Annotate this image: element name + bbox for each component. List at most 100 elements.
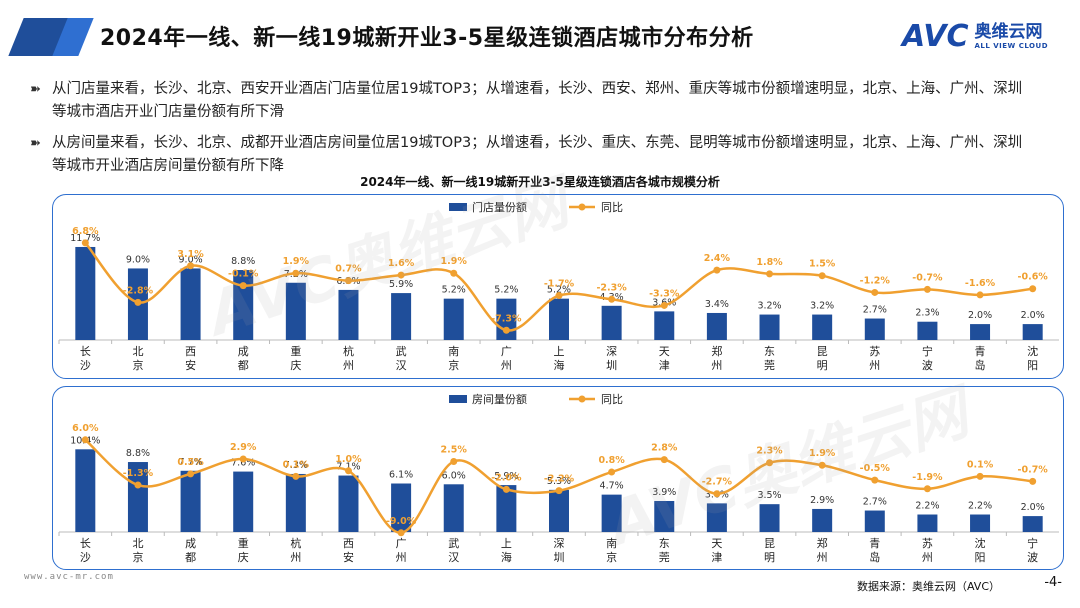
yoy-point xyxy=(660,456,668,464)
category-label: 京 xyxy=(448,358,459,372)
bar-value-label: 7.3% xyxy=(284,460,308,471)
bullet-item: ➽ 从房间量来看，长沙、北京、成都开业酒店房间量位居19城TOP3；从增速看，长… xyxy=(30,132,1030,178)
yoy-point xyxy=(134,481,142,489)
yoy-point xyxy=(187,470,195,478)
yoy-value-label: 0.7% xyxy=(335,264,362,275)
category-label: 武 xyxy=(448,537,459,550)
bar-value-label: 8.8% xyxy=(231,256,255,267)
bar xyxy=(180,268,201,340)
category-label: 安 xyxy=(343,550,354,564)
page-number: -4- xyxy=(1044,575,1062,590)
bar-value-label: 5.9% xyxy=(389,279,413,290)
category-label: 广 xyxy=(501,345,512,358)
data-source: 数据来源：奥维云网（AVC） xyxy=(856,580,1000,593)
yoy-point xyxy=(660,301,668,309)
yoy-point xyxy=(555,487,563,495)
category-label: 沈 xyxy=(1027,344,1038,358)
legend-bar-swatch xyxy=(449,203,467,211)
bar-value-label: 7.7% xyxy=(179,457,203,468)
category-label: 海 xyxy=(501,550,512,564)
bar xyxy=(917,514,938,532)
yoy-value-label: 1.5% xyxy=(809,259,836,270)
yoy-value-label: 0.5% xyxy=(177,457,204,468)
bar xyxy=(1022,516,1043,532)
yoy-point xyxy=(608,295,616,303)
bar-value-label: 2.0% xyxy=(1021,310,1045,321)
category-label: 州 xyxy=(501,359,512,372)
yoy-point xyxy=(344,277,352,285)
category-label: 莞 xyxy=(764,359,775,372)
yoy-point xyxy=(292,472,300,480)
bar xyxy=(549,298,569,340)
arrow-bullet-icon: ➽ xyxy=(30,136,41,151)
yoy-value-label: -0.5% xyxy=(860,463,891,474)
bar xyxy=(127,462,148,532)
bar xyxy=(654,500,675,532)
store-share-chart-panel: 门店量份额同比11.7%长沙9.0%北京9.0%西安8.8%成都7.2%重庆6.… xyxy=(52,194,1064,379)
bar xyxy=(601,494,622,532)
legend-line-label: 同比 xyxy=(601,393,623,406)
yoy-point xyxy=(818,272,826,280)
yoy-value-label: 3.1% xyxy=(177,249,204,260)
yoy-value-label: 1.9% xyxy=(283,256,310,267)
bar xyxy=(970,514,991,532)
yoy-value-label: 1.0% xyxy=(335,454,362,465)
yoy-value-label: -0.7% xyxy=(1018,464,1049,475)
avc-logo: AVC 奥维云网 ALL VIEW CLOUD xyxy=(902,22,1048,52)
yoy-point xyxy=(187,262,195,270)
category-label: 北 xyxy=(132,345,143,358)
yoy-point xyxy=(344,467,352,475)
bar xyxy=(391,293,412,340)
category-label: 明 xyxy=(764,551,775,564)
yoy-value-label: -7.3% xyxy=(491,313,522,324)
bar-value-label: 2.7% xyxy=(863,305,887,316)
yoy-value-label: -1.3% xyxy=(123,468,154,479)
yoy-value-label: -1.6% xyxy=(965,278,996,289)
bullet-text: 从门店量来看，长沙、北京、西安开业酒店门店量位居19城TOP3；从增速看，长沙、… xyxy=(52,81,1023,120)
bar xyxy=(75,449,96,532)
legend-bar-swatch xyxy=(449,395,467,403)
legend-bar-label: 门店量份额 xyxy=(472,200,527,214)
category-label: 长 xyxy=(80,345,91,358)
bar-value-label: 7.6% xyxy=(231,458,255,469)
bar-value-label: 3.4% xyxy=(705,299,729,310)
category-label: 京 xyxy=(606,550,617,564)
bar xyxy=(391,483,412,532)
bar-value-label: 5.3% xyxy=(547,476,571,487)
category-label: 东 xyxy=(659,537,670,550)
bar-value-label: 3.2% xyxy=(757,301,781,312)
yoy-value-label: 6.0% xyxy=(72,423,99,434)
category-label: 京 xyxy=(132,358,143,372)
category-label: 庆 xyxy=(238,550,249,564)
yoy-point xyxy=(1029,477,1037,485)
bar xyxy=(917,321,938,340)
bullet-text: 从房间量来看，长沙、北京、成都开业酒店房间量位居19城TOP3；从增速看，长沙、… xyxy=(52,135,1023,174)
yoy-point xyxy=(766,270,774,278)
yoy-value-label: 1.8% xyxy=(756,257,783,268)
category-label: 州 xyxy=(396,551,407,564)
bar xyxy=(75,246,96,340)
yoy-point xyxy=(713,490,721,498)
category-label: 沙 xyxy=(80,359,91,372)
bar xyxy=(759,314,780,340)
bar xyxy=(285,473,306,532)
bar-value-label: 2.7% xyxy=(863,497,887,508)
legend-bar-label: 房间量份额 xyxy=(472,393,527,406)
logo-cn: 奥维云网 xyxy=(974,22,1043,42)
bar-value-label: 7.1% xyxy=(336,462,360,473)
category-label: 宁 xyxy=(1027,536,1038,550)
yoy-point xyxy=(818,461,826,469)
yoy-value-label: 2.5% xyxy=(441,445,468,456)
yoy-point xyxy=(1029,285,1037,293)
category-label: 重 xyxy=(290,344,301,358)
category-label: 都 xyxy=(185,551,196,564)
category-label: 波 xyxy=(922,359,933,372)
yoy-value-label: 2.9% xyxy=(230,442,257,453)
yoy-point xyxy=(923,285,931,293)
category-label: 郑 xyxy=(711,344,722,358)
category-label: 昆 xyxy=(764,537,775,550)
category-label: 东 xyxy=(764,345,775,358)
bar-value-label: 9.0% xyxy=(126,254,150,265)
yoy-value-label: -2.2% xyxy=(544,474,575,485)
bar xyxy=(180,470,201,532)
